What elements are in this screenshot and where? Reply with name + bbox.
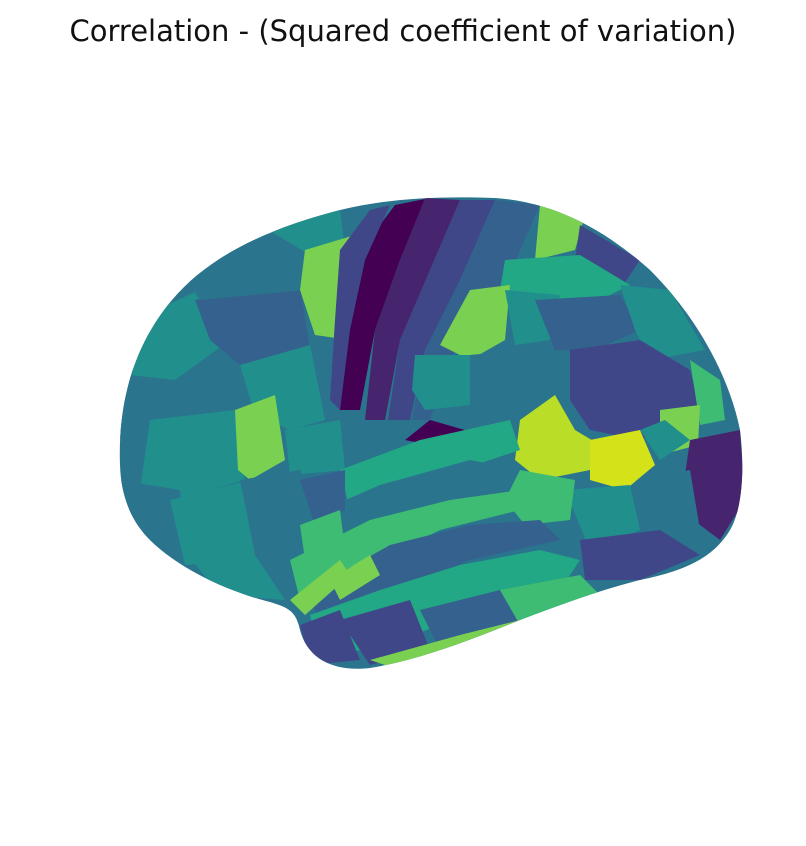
parcel-region (640, 420, 690, 460)
parcel-region (180, 545, 285, 600)
parcel-region (470, 350, 545, 420)
parcel-region (500, 255, 630, 300)
parcel-region (535, 295, 640, 350)
parcel-region (535, 205, 585, 260)
parcel-region (370, 595, 600, 669)
parcel-region (340, 600, 430, 665)
parcel-region (235, 395, 285, 480)
parcel-region (365, 198, 460, 420)
parcel-region (625, 470, 700, 545)
parcel-region (290, 560, 350, 615)
parcel-region (300, 510, 345, 560)
parcel-region (575, 225, 640, 290)
parcel-region (195, 285, 310, 365)
brain-parcellation (119, 197, 743, 669)
parcel-region (240, 470, 320, 560)
parcel-region (505, 470, 575, 525)
parcel-region (170, 480, 255, 565)
figure-title: Correlation - (Squared coefficient of va… (69, 14, 737, 48)
parcel-region (440, 285, 510, 360)
parcel-region (565, 485, 640, 550)
parcel-region (405, 420, 465, 445)
parcel-region (580, 530, 700, 580)
parcel-region (285, 420, 345, 475)
parcel-region (590, 430, 655, 490)
parcel-region (515, 395, 600, 480)
parcel-region (300, 470, 345, 525)
parcel-region (500, 575, 600, 625)
parcel-region (330, 555, 380, 600)
parcel-region (330, 205, 390, 410)
parcel-region (140, 410, 245, 500)
parcel-region (340, 198, 430, 410)
parcel-region (420, 590, 520, 650)
parcel-region (412, 355, 470, 410)
